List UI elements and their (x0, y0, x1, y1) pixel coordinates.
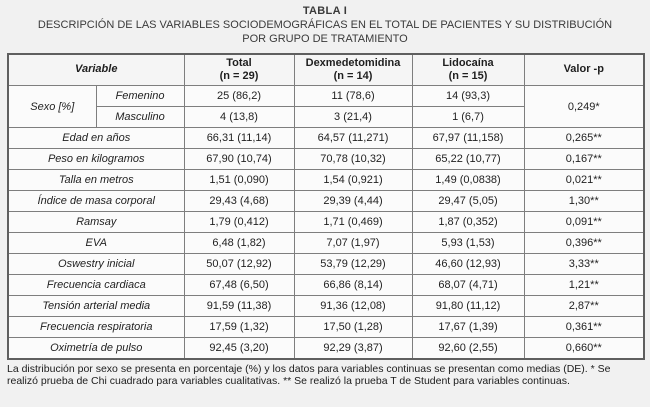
cell-lido: 67,97 (11,158) (411, 127, 525, 149)
cell-total: 6,48 (1,82) (183, 232, 295, 254)
cell-total: 4 (13,8) (183, 106, 295, 128)
table-row-sexo-masculino: Masculino 4 (13,8) 3 (21,4) 1 (6,7) (8, 106, 644, 128)
cell-total: 66,31 (11,14) (183, 127, 295, 149)
table-row: Tensión arterial media 91,59 (11,38) 91,… (7, 295, 645, 317)
table-caption-line1: DESCRIPCIÓN DE LAS VARIABLES SOCIODEMOGR… (37, 19, 613, 31)
table-row: Oswestry inicial 50,07 (12,92) 53,79 (12… (7, 253, 645, 275)
cell-pvalue: 0,167** (523, 148, 645, 170)
cell-pvalue: 2,87** (523, 295, 645, 317)
cell-pvalue: 3,33** (523, 253, 645, 275)
cell-variable: EVA (7, 232, 185, 254)
cell-total: 29,43 (4,68) (183, 190, 295, 212)
cell-lido: 1,49 (0,0838) (411, 169, 525, 191)
cell-pvalue: 0,021** (523, 169, 645, 191)
cell-lido: 68,07 (4,71) (411, 274, 525, 296)
header-total-label: Total (226, 56, 252, 69)
cell-variable: Edad en años (7, 127, 185, 149)
cell-total: 91,59 (11,38) (183, 295, 295, 317)
table-row: Índice de masa corporal 29,43 (4,68) 29,… (7, 190, 645, 212)
table-row: Edad en años 66,31 (11,14) 64,57 (11,271… (7, 127, 645, 149)
cell-lido: 46,60 (12,93) (411, 253, 525, 275)
cell-total: 50,07 (12,92) (183, 253, 295, 275)
cell-variable: Tensión arterial media (7, 295, 185, 317)
cell-variable: Oswestry inicial (7, 253, 185, 275)
cell-lido: 29,47 (5,05) (411, 190, 525, 212)
cell-dex: 1,71 (0,469) (293, 211, 413, 233)
cell-pvalue-sexo: 0,249* (523, 85, 645, 128)
cell-pvalue: 0,265** (523, 127, 645, 149)
cell-lido: 5,93 (1,53) (411, 232, 525, 254)
cell-total: 1,79 (0,412) (183, 211, 295, 233)
header-pvalue: Valor -p (523, 53, 645, 86)
cell-total: 92,45 (3,20) (183, 337, 295, 359)
cell-total: 1,51 (0,090) (183, 169, 295, 191)
cell-lido: 14 (93,3) (411, 85, 525, 107)
cell-variable: Índice de masa corporal (7, 190, 185, 212)
cell-lido: 1 (6,7) (411, 106, 525, 128)
header-dex-n: (n = 14) (333, 69, 373, 82)
cell-dex: 66,86 (8,14) (293, 274, 413, 296)
cell-sub-femenino: Femenino (95, 85, 185, 107)
cell-variable: Ramsay (7, 211, 185, 233)
cell-dex: 53,79 (12,29) (293, 253, 413, 275)
table-row: Talla en metros 1,51 (0,090) 1,54 (0,921… (7, 169, 645, 191)
table-row: Ramsay 1,79 (0,412) 1,71 (0,469) 1,87 (0… (7, 211, 645, 233)
cell-pvalue: 1,21** (523, 274, 645, 296)
cell-pvalue: 0,361** (523, 316, 645, 338)
header-dexmedetomidina: Dexmedetomidina (n = 14) (293, 53, 413, 86)
sociodemographic-table: Variable Total (n = 29) Dexmedetomidina … (7, 52, 645, 360)
cell-total: 67,90 (10,74) (183, 148, 295, 170)
table-footnote: La distribución por sexo se presenta en … (7, 362, 611, 388)
cell-variable-sexo: Sexo [%] (7, 85, 97, 128)
cell-variable: Talla en metros (7, 169, 185, 191)
cell-dex: 91,36 (12,08) (293, 295, 413, 317)
cell-dex: 11 (78,6) (293, 85, 413, 107)
table-row: Peso en kilogramos 67,90 (10,74) 70,78 (… (7, 148, 645, 170)
cell-pvalue: 0,396** (523, 232, 645, 254)
header-total: Total (n = 29) (183, 53, 295, 86)
table-row: Oximetría de pulso 92,45 (3,20) 92,29 (3… (7, 337, 645, 359)
cell-variable: Peso en kilogramos (7, 148, 185, 170)
cell-total: 17,59 (1,32) (183, 316, 295, 338)
table-caption: DESCRIPCIÓN DE LAS VARIABLES SOCIODEMOGR… (7, 19, 643, 47)
cell-lido: 1,87 (0,352) (411, 211, 525, 233)
table-row: EVA 6,48 (1,82) 7,07 (1,97) 5,93 (1,53) … (7, 232, 645, 254)
cell-variable: Oximetría de pulso (7, 337, 185, 359)
header-lido-n: (n = 15) (448, 69, 488, 82)
cell-lido: 65,22 (10,77) (411, 148, 525, 170)
cell-sub-masculino: Masculino (95, 106, 185, 128)
cell-variable: Frecuencia cardiaca (7, 274, 185, 296)
header-total-n: (n = 29) (219, 69, 259, 82)
cell-dex: 1,54 (0,921) (293, 169, 413, 191)
cell-dex: 92,29 (3,87) (293, 337, 413, 359)
cell-lido: 91,80 (11,12) (411, 295, 525, 317)
table-row-sexo-femenino: Sexo [%] Femenino 25 (86,2) 11 (78,6) 14… (7, 85, 645, 128)
cell-dex: 29,39 (4,44) (293, 190, 413, 212)
cell-dex: 7,07 (1,97) (293, 232, 413, 254)
header-lidocaina: Lidocaína (n = 15) (411, 53, 525, 86)
cell-pvalue: 0,091** (523, 211, 645, 233)
header-variable: Variable (7, 53, 185, 86)
cell-dex: 3 (21,4) (293, 106, 413, 128)
cell-variable: Frecuencia respiratoria (7, 316, 185, 338)
cell-dex: 17,50 (1,28) (293, 316, 413, 338)
cell-total: 67,48 (6,50) (183, 274, 295, 296)
table-caption-line2: POR GRUPO DE TRATAMIENTO (242, 32, 408, 45)
cell-pvalue: 1,30** (523, 190, 645, 212)
cell-lido: 17,67 (1,39) (411, 316, 525, 338)
header-lido-label: Lidocaína (442, 56, 494, 69)
table-row: Frecuencia cardiaca 67,48 (6,50) 66,86 (… (7, 274, 645, 296)
cell-pvalue: 0,660** (523, 337, 645, 359)
cell-lido: 92,60 (2,55) (411, 337, 525, 359)
cell-dex: 64,57 (11,271) (293, 127, 413, 149)
table-header-row: Variable Total (n = 29) Dexmedetomidina … (7, 53, 645, 86)
table-row: Frecuencia respiratoria 17,59 (1,32) 17,… (7, 316, 645, 338)
cell-total: 25 (86,2) (183, 85, 295, 107)
cell-dex: 70,78 (10,32) (293, 148, 413, 170)
header-dex-label: Dexmedetomidina (305, 56, 401, 69)
table-title: TABLA I (302, 5, 348, 17)
